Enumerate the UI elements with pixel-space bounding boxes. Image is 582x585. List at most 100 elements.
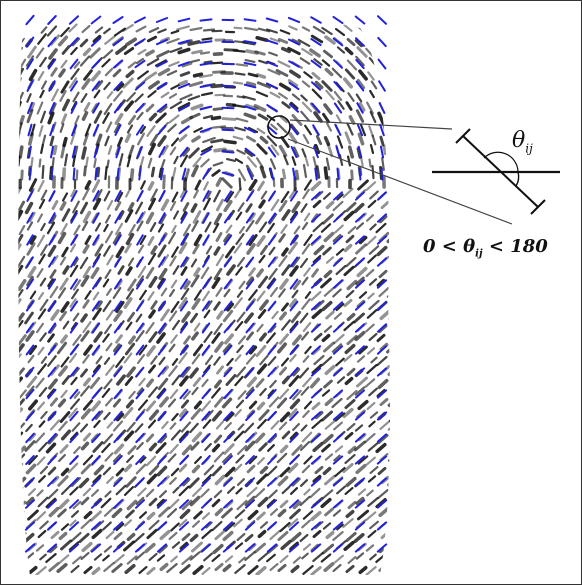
ridge-stroke <box>192 210 202 224</box>
ridge-stroke <box>170 29 180 35</box>
ridge-stroke <box>279 114 289 124</box>
ridge-stroke <box>193 400 203 410</box>
ridge-stroke <box>147 90 157 98</box>
ridge-stroke <box>301 80 311 88</box>
orientation-dash <box>94 167 98 181</box>
orientation-dash <box>380 167 384 181</box>
orientation-dash <box>266 125 278 135</box>
ridge-stroke <box>279 444 289 454</box>
ridge-stroke <box>79 55 91 67</box>
ridge-stroke <box>258 221 268 233</box>
ridge-stroke <box>181 532 191 542</box>
ridge-stroke <box>345 476 357 488</box>
ridge-stroke <box>344 454 356 464</box>
ridge-stroke <box>386 232 390 244</box>
ridge-stroke <box>79 423 89 433</box>
orientation-dash <box>267 300 277 312</box>
ridge-stroke <box>102 333 110 343</box>
orientation-dash <box>223 344 233 356</box>
orientation-dash <box>91 59 101 69</box>
orientation-dash <box>136 212 144 224</box>
ridge-stroke <box>281 264 291 276</box>
ridge-stroke <box>267 222 275 234</box>
ridge-stroke <box>138 323 146 331</box>
orientation-dash <box>178 104 190 112</box>
ridge-stroke <box>255 211 265 225</box>
ridge-stroke <box>266 135 278 147</box>
ridge-stroke <box>234 72 246 76</box>
ridge-stroke <box>205 300 213 310</box>
ridge-stroke <box>91 566 101 576</box>
ridge-stroke <box>160 91 170 99</box>
ridge-stroke <box>113 90 123 102</box>
orientation-dash <box>201 455 211 465</box>
ridge-stroke <box>245 220 255 232</box>
ridge-stroke <box>39 332 47 342</box>
ridge-stroke <box>166 508 178 518</box>
ridge-stroke <box>58 498 70 510</box>
ridge-stroke <box>102 466 112 476</box>
angle-arc-upper <box>483 151 519 173</box>
ridge-stroke <box>370 80 378 90</box>
ridge-stroke <box>135 496 145 506</box>
ridge-stroke <box>377 433 389 445</box>
orientation-dash <box>243 61 257 67</box>
ridge-stroke <box>247 509 259 521</box>
ridge-stroke <box>139 456 147 464</box>
ridge-stroke <box>115 356 125 368</box>
ridge-stroke <box>343 210 355 222</box>
ridge-stroke <box>356 25 366 33</box>
ridge-stroke <box>346 422 356 432</box>
orientation-dash <box>69 344 79 356</box>
ridge-stroke <box>234 126 246 132</box>
ridge-stroke <box>82 132 90 146</box>
orientation-dash <box>157 322 167 334</box>
ridge-stroke <box>331 397 343 409</box>
ridge-stroke <box>148 112 158 122</box>
orientation-dash <box>223 455 233 465</box>
ridge-stroke <box>291 256 301 268</box>
ridge-stroke <box>289 265 299 277</box>
ridge-stroke <box>18 209 24 223</box>
orientation-dash <box>135 300 145 312</box>
ridge-stroke <box>287 462 299 474</box>
ridge-stroke <box>211 387 221 399</box>
ridge-stroke <box>268 489 278 499</box>
orientation-dash <box>332 37 344 47</box>
orientation-dash <box>25 366 35 378</box>
ridge-stroke <box>39 298 49 312</box>
orientation-dash <box>47 58 57 70</box>
ridge-stroke <box>303 179 313 191</box>
ridge-stroke <box>395 155 397 166</box>
ridge-stroke <box>244 149 254 157</box>
orientation-dash <box>24 521 36 531</box>
ridge-stroke <box>243 112 257 120</box>
ridge-stroke <box>199 51 211 55</box>
ridge-stroke <box>342 462 354 474</box>
ridge-stroke <box>377 48 389 60</box>
ridge-stroke <box>126 532 136 542</box>
ridge-stroke <box>377 378 389 390</box>
ridge-stroke <box>27 45 37 59</box>
ridge-stroke <box>80 385 90 397</box>
ridge-stroke <box>203 364 211 374</box>
ridge-stroke <box>101 388 111 398</box>
orientation-dash <box>269 167 275 181</box>
ridge-stroke <box>325 89 335 101</box>
ridge-stroke <box>236 290 244 298</box>
ridge-stroke <box>342 187 354 199</box>
ridge-stroke <box>181 366 191 378</box>
ridge-stroke <box>358 291 368 299</box>
ridge-stroke <box>36 213 44 223</box>
ridge-stroke <box>366 363 378 375</box>
ridge-stroke <box>71 422 81 432</box>
orientation-dash <box>71 123 77 137</box>
orientation-dash <box>267 499 277 509</box>
ridge-stroke <box>47 58 55 68</box>
ridge-stroke <box>167 453 177 463</box>
orientation-dash <box>199 84 213 88</box>
orientation-dash <box>288 543 300 553</box>
ridge-stroke <box>248 455 258 465</box>
ridge-stroke <box>347 92 355 102</box>
ridge-stroke <box>236 366 246 378</box>
